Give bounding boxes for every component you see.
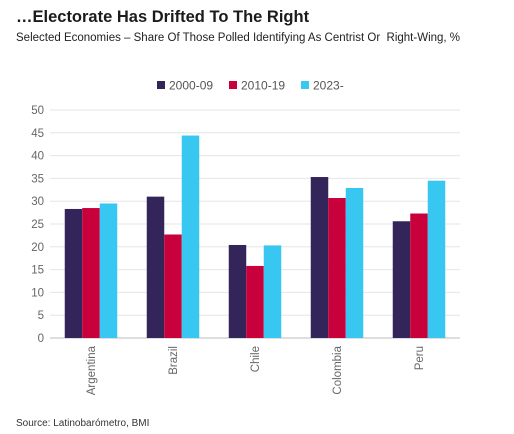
x-tick-label: Colombia xyxy=(332,345,344,394)
y-tick-label: 25 xyxy=(31,219,44,231)
bar xyxy=(263,245,282,338)
chart-subtitle: Selected Economies – Share Of Those Poll… xyxy=(16,32,461,44)
y-tick-label: 40 xyxy=(31,151,44,163)
source-note: Source: Latinobarómetro, BMI xyxy=(16,418,150,429)
legend-label: 2000-09 xyxy=(169,79,213,93)
bar xyxy=(427,180,446,338)
legend-swatch xyxy=(301,81,309,89)
bar xyxy=(228,244,247,338)
y-tick-label: 30 xyxy=(31,196,44,208)
y-tick-label: 0 xyxy=(38,333,44,345)
legend-label: 2023- xyxy=(313,79,344,93)
bar xyxy=(246,265,264,338)
bar xyxy=(410,213,428,338)
bar xyxy=(345,187,364,338)
y-tick-label: 10 xyxy=(31,287,44,299)
bar xyxy=(392,221,411,338)
bar xyxy=(146,196,165,338)
bar xyxy=(310,177,329,338)
bar xyxy=(328,198,346,338)
bar xyxy=(99,203,118,338)
y-tick-label: 50 xyxy=(31,105,44,117)
y-tick-label: 5 xyxy=(38,310,44,322)
x-tick-label: Argentina xyxy=(86,345,98,395)
y-tick-label: 35 xyxy=(31,173,44,185)
bar xyxy=(164,234,182,338)
chart-title: …Electorate Has Drifted To The Right xyxy=(16,8,310,26)
y-tick-label: 45 xyxy=(31,128,44,140)
x-tick-label: Chile xyxy=(250,346,262,372)
x-tick-label: Brazil xyxy=(168,346,180,375)
bar xyxy=(82,208,100,338)
y-tick-label: 15 xyxy=(31,265,44,277)
y-tick-label: 20 xyxy=(31,242,44,254)
legend-swatch xyxy=(157,81,165,89)
legend-swatch xyxy=(229,81,237,89)
bar xyxy=(64,208,83,338)
legend-label: 2010-19 xyxy=(241,79,285,93)
bar xyxy=(181,135,200,338)
x-tick-label: Peru xyxy=(414,346,426,370)
